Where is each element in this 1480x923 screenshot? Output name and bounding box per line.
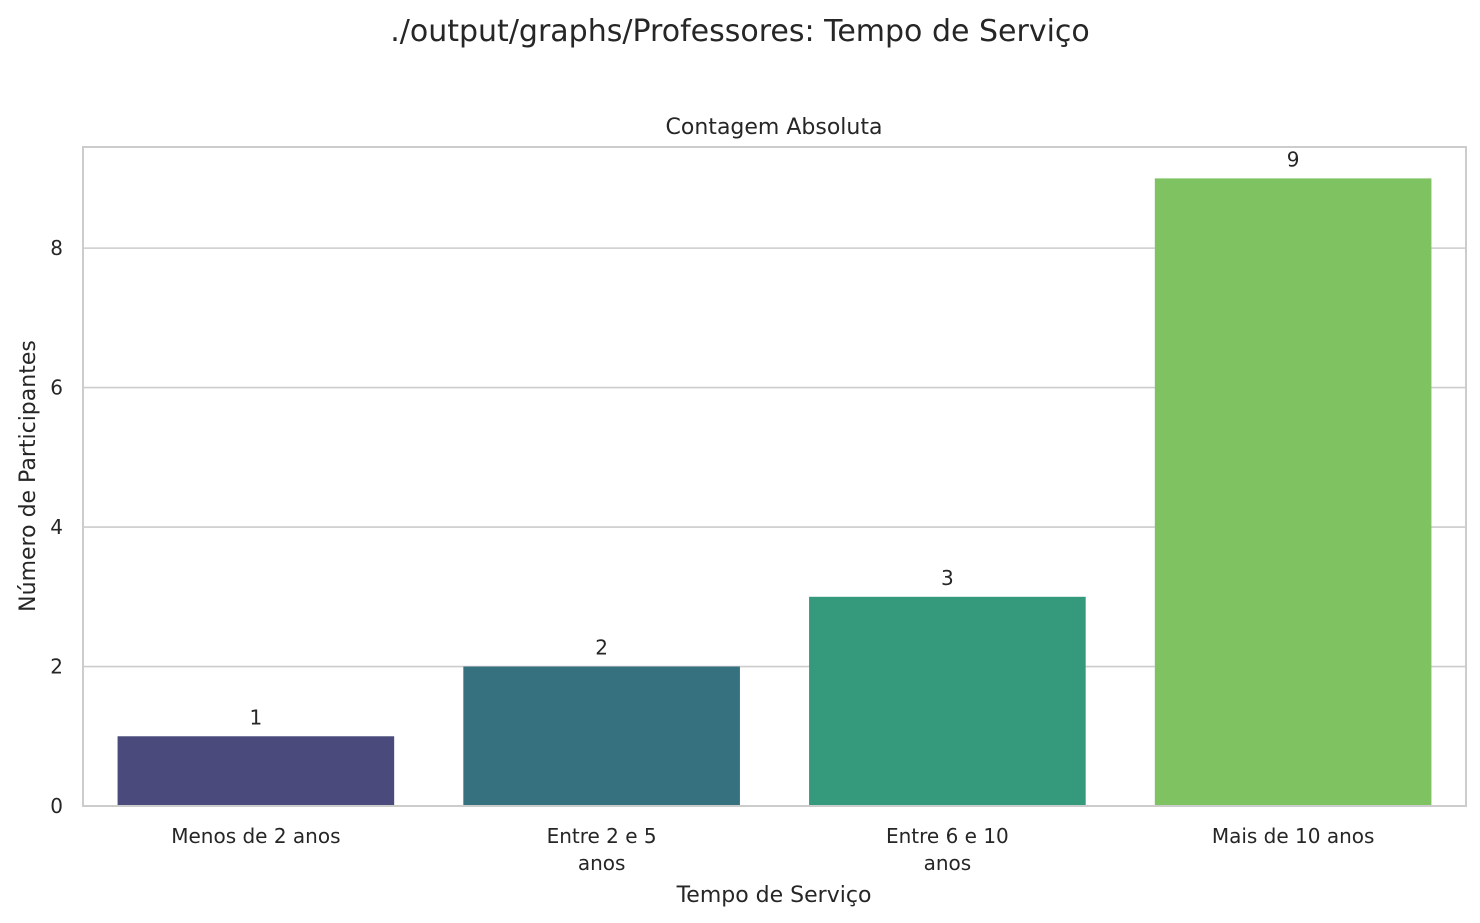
bar bbox=[1154, 178, 1432, 806]
x-tick-label: Entre 6 e 10 anos bbox=[886, 824, 1009, 875]
bar-value-label: 3 bbox=[941, 566, 954, 590]
y-tick-label: 2 bbox=[50, 655, 63, 679]
x-tick-label: Entre 2 e 5 anos bbox=[547, 824, 657, 875]
bar-value-label: 1 bbox=[250, 705, 263, 729]
figure-suptitle: ./output/graphs/Professores: Tempo de Se… bbox=[390, 14, 1090, 49]
y-tick-label: 4 bbox=[50, 515, 63, 539]
y-axis-ticks: 0 2 4 6 8 bbox=[50, 236, 63, 818]
plot-area: 1 2 3 9 bbox=[82, 146, 1467, 807]
x-axis-label: Tempo de Serviço bbox=[676, 883, 872, 908]
bar bbox=[117, 736, 395, 806]
bar-value-label: 9 bbox=[1287, 147, 1300, 171]
y-axis-label: Número de Participantes bbox=[16, 340, 41, 612]
data-labels: 1 2 3 9 bbox=[250, 147, 1300, 729]
bar bbox=[809, 596, 1086, 806]
chart-title: Contagem Absoluta bbox=[666, 115, 883, 140]
x-tick-label: Mais de 10 anos bbox=[1212, 824, 1375, 848]
bar bbox=[463, 666, 740, 806]
y-tick-label: 6 bbox=[50, 376, 63, 400]
bar-value-label: 2 bbox=[595, 636, 608, 660]
x-axis-ticks: Menos de 2 anos Entre 2 e 5 anos Entre 6 e … bbox=[171, 824, 1374, 875]
bars bbox=[117, 178, 1432, 806]
y-tick-label: 8 bbox=[50, 236, 63, 260]
x-tick-label: Menos de 2 anos bbox=[171, 824, 340, 848]
y-tick-label: 0 bbox=[50, 794, 63, 818]
plot-frame bbox=[82, 146, 1467, 807]
